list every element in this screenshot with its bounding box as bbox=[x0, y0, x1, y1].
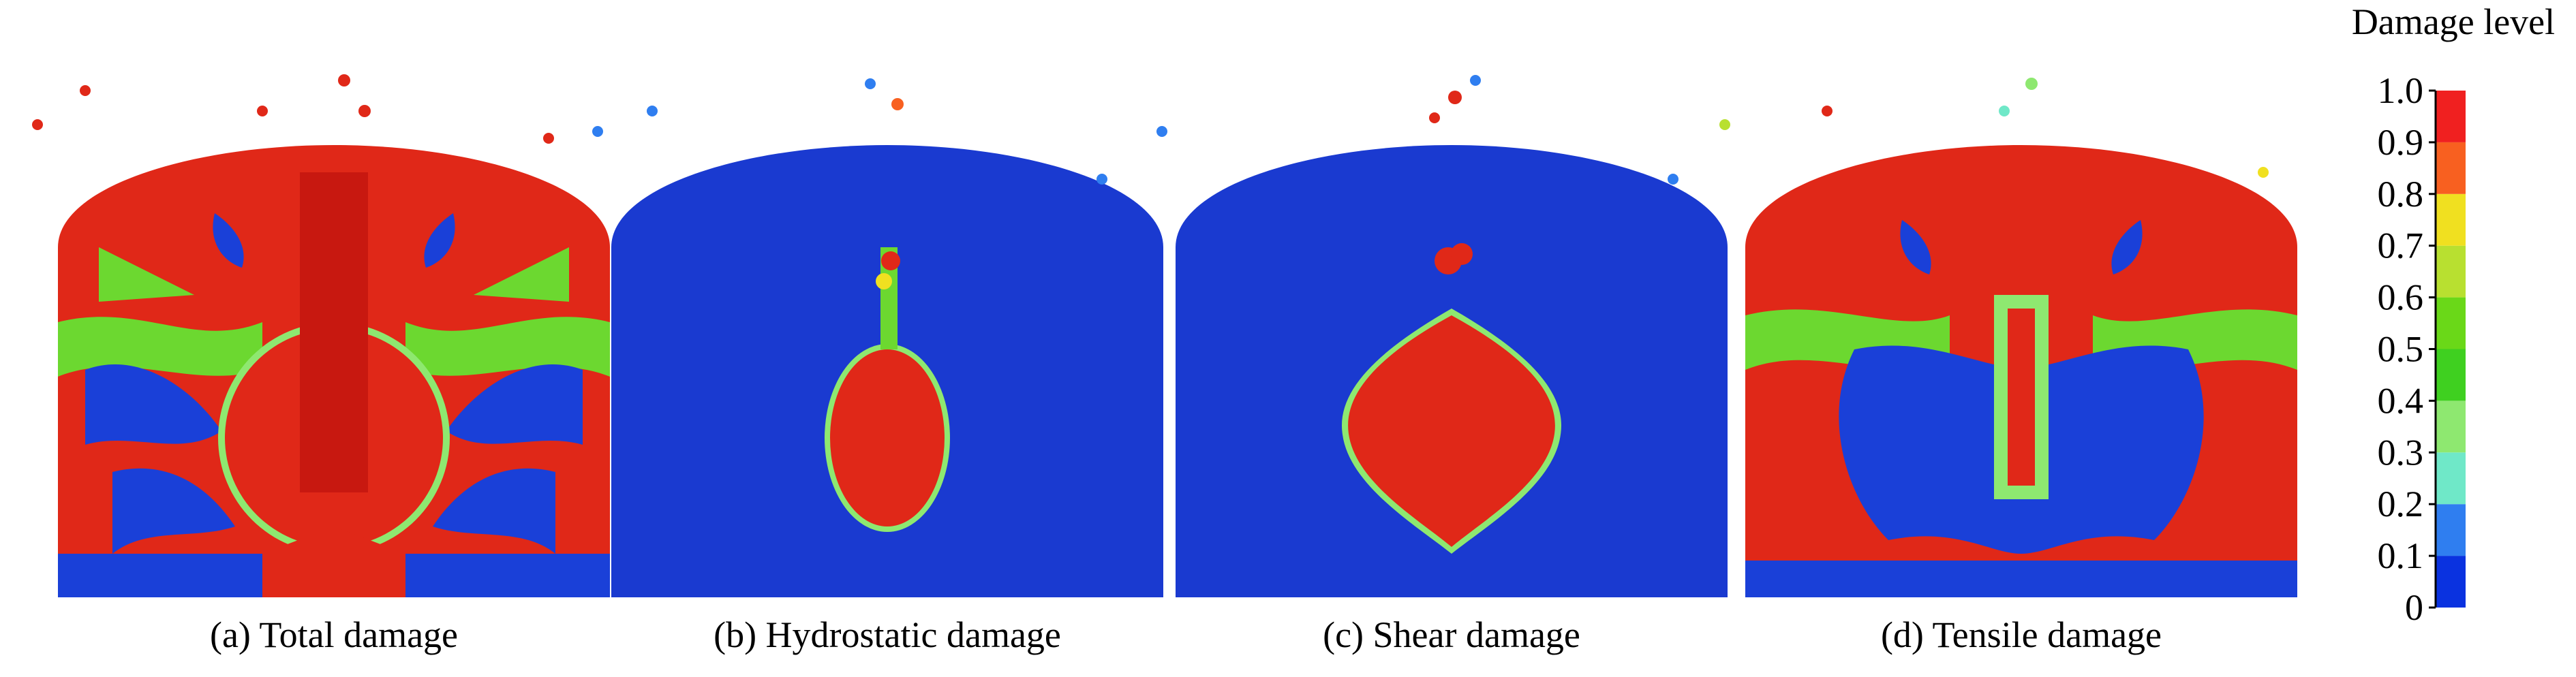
colorbar-segment bbox=[2436, 556, 2466, 608]
colorbar-segment bbox=[2436, 504, 2466, 556]
colorbar-tick-label: 0.9 bbox=[2378, 122, 2424, 163]
caption: (b) Hydrostatic damage bbox=[714, 614, 1061, 655]
colorbar: 0 0.1 0.2 0.3 0.4 0.5 0.6 0.7 0.8 0.9 1.0 bbox=[2378, 70, 2466, 628]
caption: (d) Tensile damage bbox=[1881, 614, 2162, 655]
panel-hydrostatic bbox=[592, 78, 1163, 597]
colorbar-segment bbox=[2436, 91, 2466, 142]
panel-tensile bbox=[1719, 78, 2297, 597]
colorbar-tick-label: 0.1 bbox=[2378, 535, 2424, 576]
colorbar-segment bbox=[2436, 193, 2466, 246]
colorbar-title: Damage level bbox=[2352, 1, 2555, 42]
colorbar-tick-label: 0.3 bbox=[2378, 432, 2424, 473]
colorbar-segment bbox=[2436, 452, 2466, 505]
captions: (a) Total damage (b) Hydrostatic damage … bbox=[210, 614, 2162, 655]
colorbar-tick-label: 0.8 bbox=[2378, 174, 2424, 215]
colorbar-tick-label: 1.0 bbox=[2378, 70, 2424, 111]
panel-total bbox=[32, 74, 610, 597]
colorbar-tick-label: 0.5 bbox=[2378, 329, 2424, 370]
colorbar-tick-label: 0.7 bbox=[2378, 225, 2424, 266]
colorbar-tick-label: 0.4 bbox=[2378, 380, 2424, 421]
colorbar-segment bbox=[2436, 297, 2466, 349]
colorbar-tick-label: 0.2 bbox=[2378, 484, 2424, 524]
colorbar-segment bbox=[2436, 349, 2466, 401]
colorbar-tick-label: 0 bbox=[2405, 587, 2423, 628]
panel-shear bbox=[1156, 75, 1728, 597]
caption: (c) Shear damage bbox=[1323, 614, 1580, 655]
caption: (a) Total damage bbox=[210, 614, 458, 655]
colorbar-tick-label: 0.6 bbox=[2378, 277, 2424, 318]
colorbar-segment bbox=[2436, 400, 2466, 453]
colorbar-segment bbox=[2436, 245, 2466, 298]
colorbar-segment bbox=[2436, 142, 2466, 194]
